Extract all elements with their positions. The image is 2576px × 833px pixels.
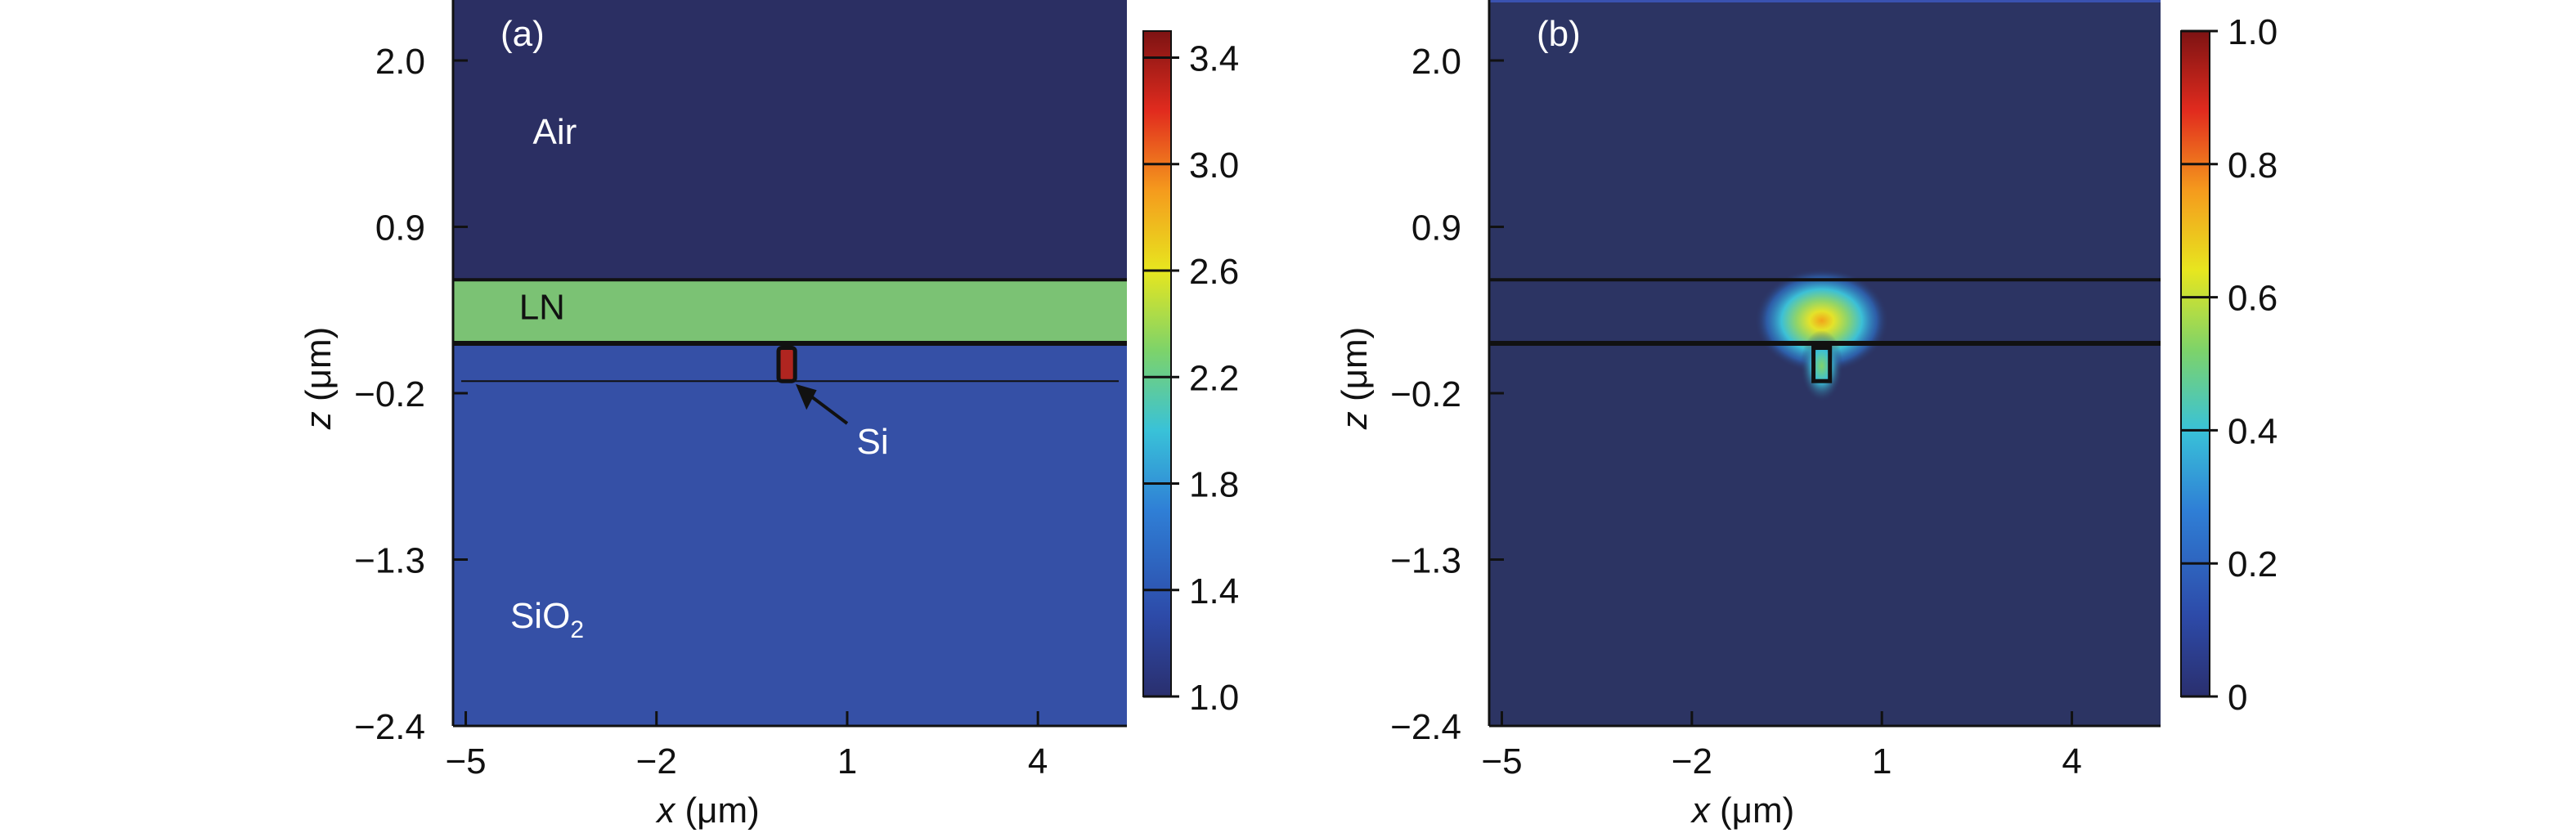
x-axis-label: x (μm) — [655, 790, 760, 831]
y-tick-label: 0.9 — [1411, 208, 1461, 249]
label-ln: LN — [519, 287, 565, 327]
y-axis-variable: z — [1335, 411, 1375, 430]
colorbar-tick-label: 0.4 — [2228, 411, 2278, 451]
x-tick-label: 1 — [837, 741, 857, 781]
si-waveguide-outline — [1811, 346, 1833, 383]
colorbar-tick-label: 1.0 — [2228, 12, 2278, 52]
colorbar — [2180, 30, 2210, 697]
colorbar-tick-label: 0.8 — [2228, 146, 2278, 186]
colorbar-tick-label: 0 — [2228, 678, 2247, 718]
x-tick-label: −2 — [1672, 741, 1712, 781]
x-axis-variable: x — [1690, 790, 1712, 831]
x-tick-label: −5 — [445, 741, 486, 781]
si-waveguide — [776, 346, 797, 383]
si-arrow-head — [795, 383, 817, 410]
panel-label: (a) — [500, 14, 545, 54]
x-axis-variable: x — [655, 790, 676, 831]
mode-tail — [1800, 329, 1843, 402]
colorbar-tick-label: 0.6 — [2228, 279, 2278, 319]
y-tick-label: −1.3 — [354, 541, 425, 581]
region-ln — [453, 280, 1127, 343]
y-tick-label: 2.0 — [1411, 42, 1461, 82]
x-tick-label: 4 — [1028, 741, 1048, 781]
colorbar-tick-label: 0.2 — [2228, 544, 2278, 584]
region-sio2 — [453, 343, 1127, 726]
y-tick-label: 0.9 — [375, 208, 425, 249]
y-axis-label: z (μm) — [298, 327, 339, 431]
colorbar-tick-label: 1.4 — [1189, 571, 1239, 611]
y-tick-label: 2.0 — [375, 42, 425, 82]
y-axis-variable: z — [298, 411, 339, 430]
mode-profile — [1754, 268, 1889, 374]
colorbar-tick-label: 2.6 — [1189, 252, 1239, 292]
label-sio2-subscript: 2 — [570, 616, 584, 643]
colorbar-tick-label: 2.2 — [1189, 358, 1239, 398]
colorbar-tick-label: 3.0 — [1189, 146, 1239, 186]
x-tick-label: −5 — [1481, 741, 1522, 781]
colorbar-tick-label: 1.0 — [1189, 678, 1239, 718]
y-tick-label: −1.3 — [1390, 541, 1461, 581]
x-tick-label: −2 — [636, 741, 677, 781]
y-tick-label: −0.2 — [354, 374, 425, 414]
colorbar-tick-label: 3.4 — [1189, 39, 1239, 79]
y-axis-label: z (μm) — [1335, 327, 1375, 431]
y-tick-label: −2.4 — [1390, 707, 1461, 747]
y-tick-label: −2.4 — [354, 707, 425, 747]
x-tick-label: 1 — [1872, 741, 1892, 781]
region-air — [453, 0, 1127, 280]
label-air: Air — [532, 112, 577, 152]
label-si: Si — [856, 422, 888, 462]
x-axis-label: x (μm) — [1690, 790, 1795, 831]
colorbar — [1142, 30, 1172, 697]
x-tick-label: 4 — [2062, 741, 2081, 781]
colorbar-tick-label: 1.8 — [1189, 465, 1239, 505]
panel-label: (b) — [1537, 14, 1581, 54]
field-top-edge — [1489, 0, 2161, 2]
y-tick-label: −0.2 — [1390, 374, 1461, 414]
panel-b: −5 −2 1 4 2.0 0.9 −0.2 −1.3 −2.4 x (μm) z (μm) (b) 0… — [1335, 0, 2278, 831]
